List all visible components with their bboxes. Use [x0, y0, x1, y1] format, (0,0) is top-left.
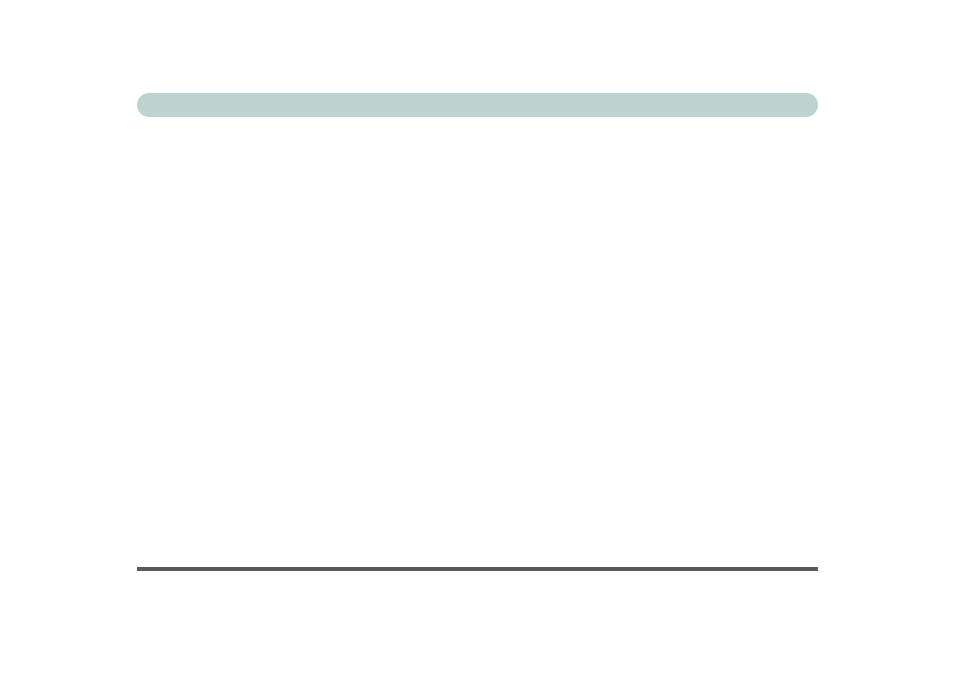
top-bar: [137, 93, 818, 117]
horizontal-divider: [137, 567, 818, 571]
content-container: [137, 93, 818, 117]
